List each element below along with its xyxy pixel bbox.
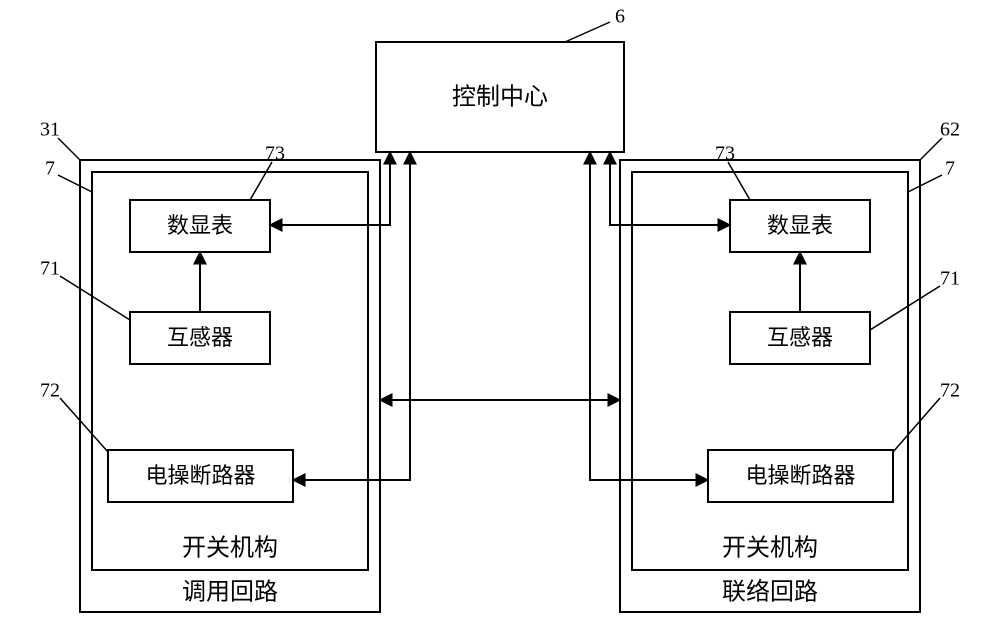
right-transformer-box-label: 互感器 — [767, 325, 833, 350]
left-digital-ref: 73 — [265, 143, 285, 165]
left-breaker-ref: 72 — [40, 380, 60, 402]
left-breaker-box-label: 电操断路器 — [145, 463, 255, 488]
control-center-ref: 6 — [615, 6, 625, 28]
cc-to-left-digital — [270, 152, 390, 225]
left-outer-loop-label: 调用回路 — [182, 579, 278, 606]
cc-to-left-breaker — [293, 152, 410, 480]
right-inner-ref: 7 — [945, 158, 955, 180]
right-outer-ref: 62 — [940, 119, 960, 141]
right-transformer-leader — [870, 286, 940, 330]
right-outer-leader — [920, 138, 942, 160]
right-digital-ref: 73 — [715, 143, 735, 165]
right-digital-leader — [728, 162, 750, 200]
right-breaker-leader — [893, 398, 940, 452]
left-outer-leader — [58, 138, 80, 160]
left-transformer-ref: 71 — [40, 258, 60, 280]
left-outer-ref: 31 — [40, 119, 60, 141]
left-transformer-box-label: 互感器 — [167, 325, 233, 350]
control-center-leader — [565, 22, 610, 42]
cc-to-right-breaker — [590, 152, 708, 480]
left-digital-leader — [250, 162, 272, 200]
left-transformer-leader — [60, 276, 130, 320]
block-diagram: 控制中心 6 调用回路 31 开关机构 7 数显表 73 互感器 71 电操断路器 72 联络回路 62 开… — [0, 0, 1000, 626]
right-inner-switch-label: 开关机构 — [722, 535, 818, 562]
right-transformer-ref: 71 — [940, 268, 960, 290]
right-inner-leader — [908, 175, 942, 192]
left-breaker-leader — [60, 398, 108, 452]
right-breaker-ref: 72 — [940, 380, 960, 402]
right-outer-loop-label: 联络回路 — [722, 579, 818, 606]
left-inner-switch-label: 开关机构 — [182, 535, 278, 562]
right-breaker-box-label: 电操断路器 — [745, 463, 855, 488]
right-digital-box-label: 数显表 — [767, 213, 833, 238]
cc-to-right-digital — [610, 152, 730, 225]
left-digital-box-label: 数显表 — [167, 213, 233, 238]
control-center-box-label: 控制中心 — [452, 84, 548, 111]
left-inner-ref: 7 — [45, 158, 55, 180]
left-inner-leader — [58, 175, 92, 192]
